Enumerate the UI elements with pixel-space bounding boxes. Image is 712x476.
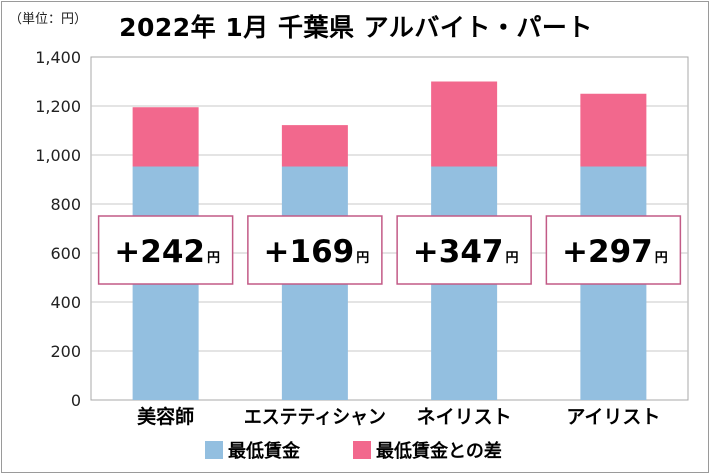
difference-callout <box>545 215 682 285</box>
legend-swatch-wage-difference <box>353 441 371 459</box>
difference-unit: 円 <box>356 251 369 266</box>
y-tick-label: 1,000 <box>35 146 81 165</box>
unit-label: （単位：円） <box>9 12 88 27</box>
legend-label-wage-difference: 最低賃金との差 <box>376 440 502 462</box>
bar-wage-difference <box>431 81 498 167</box>
difference-callout <box>97 215 234 285</box>
difference-callout <box>247 215 383 285</box>
difference-unit: 円 <box>655 251 668 266</box>
y-tick-label: 400 <box>50 293 81 312</box>
x-category-label: アイリスト <box>566 406 660 428</box>
y-tick-label: 600 <box>50 244 81 263</box>
chart-title: 2022年 1月 千葉県 アルバイト・パート <box>119 13 593 42</box>
legend-swatch-minimum-wage <box>205 441 223 459</box>
difference-callout <box>396 215 532 285</box>
bar-wage-difference <box>132 107 199 167</box>
y-tick-label: 800 <box>50 195 81 214</box>
y-tick-label: 200 <box>50 342 81 361</box>
difference-value: +169 <box>264 234 355 270</box>
x-category-label: エステティシャン <box>244 406 386 428</box>
difference-value: +297 <box>562 234 653 270</box>
x-category-label: 美容師 <box>137 405 194 428</box>
difference-value: +347 <box>413 234 504 270</box>
bar-wage-difference <box>580 93 647 167</box>
y-tick-label: 0 <box>71 391 81 410</box>
legend-label-minimum-wage: 最低賃金 <box>228 440 301 462</box>
difference-unit: 円 <box>207 251 220 266</box>
bar-wage-difference <box>281 125 348 167</box>
y-tick-label: 1,200 <box>35 97 81 116</box>
difference-unit: 円 <box>505 251 518 266</box>
x-category-label: ネイリスト <box>417 406 512 428</box>
difference-value: +242 <box>114 234 205 270</box>
y-tick-label: 1,400 <box>35 48 81 67</box>
